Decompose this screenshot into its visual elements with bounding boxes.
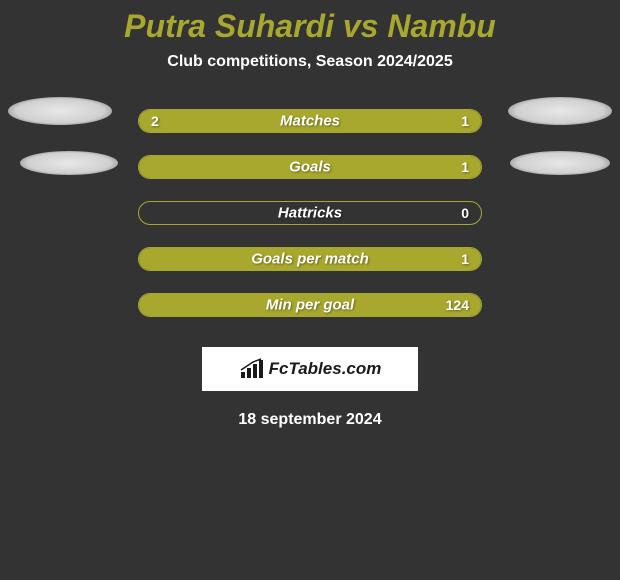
player-avatar-right-bottom <box>510 151 610 175</box>
player-avatar-right-top <box>508 97 612 125</box>
stat-label: Matches <box>280 113 340 130</box>
stat-bar-matches: 2 Matches 1 <box>138 109 482 133</box>
logo-text: FcTables.com <box>269 359 382 379</box>
player-avatar-left-top <box>8 97 112 125</box>
stat-bar-hattricks: Hattricks 0 <box>138 201 482 225</box>
stats-area: 2 Matches 1 Goals 1 Hattricks 0 Goal <box>0 109 620 429</box>
date-text: 18 september 2024 <box>0 411 620 429</box>
stat-label: Hattricks <box>278 205 342 222</box>
comparison-title: Putra Suhardi vs Nambu <box>0 8 620 45</box>
stat-bar-min-per-goal: Min per goal 124 <box>138 293 482 317</box>
main-container: Putra Suhardi vs Nambu Club competitions… <box>0 0 620 429</box>
stat-label: Goals <box>289 159 331 176</box>
stat-value-left: 2 <box>151 113 159 129</box>
stat-value-right: 1 <box>461 251 469 267</box>
stat-value-right: 1 <box>461 159 469 175</box>
logo-box: FcTables.com <box>202 347 418 391</box>
season-subtitle: Club competitions, Season 2024/2025 <box>0 53 620 71</box>
stat-bars-list: 2 Matches 1 Goals 1 Hattricks 0 Goal <box>0 109 620 317</box>
stat-value-right: 1 <box>461 113 469 129</box>
stat-label: Goals per match <box>251 251 369 268</box>
stat-value-right: 0 <box>461 205 469 221</box>
stat-label: Min per goal <box>266 297 354 314</box>
chart-icon <box>239 358 265 380</box>
player-avatar-left-bottom <box>20 151 118 175</box>
stat-value-right: 124 <box>446 297 469 313</box>
stat-bar-goals: Goals 1 <box>138 155 482 179</box>
stat-bar-goals-per-match: Goals per match 1 <box>138 247 482 271</box>
